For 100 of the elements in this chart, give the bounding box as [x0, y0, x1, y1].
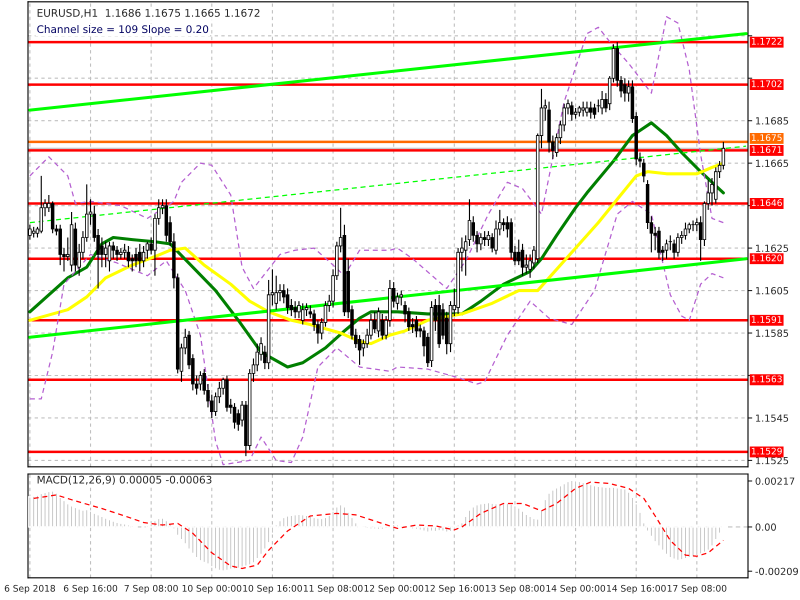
- bar: [81, 509, 85, 528]
- bar: [448, 526, 452, 532]
- y-tick-label: 1.1545: [756, 414, 788, 422]
- bar: [668, 526, 672, 558]
- ref-line-label: 1.1529: [752, 448, 782, 455]
- candlestick: [657, 226, 661, 260]
- bar: [600, 486, 604, 528]
- bar: [680, 526, 684, 560]
- x-tick-label: 11 Sep 08:00: [304, 584, 363, 594]
- bar: [198, 526, 202, 562]
- bar: [585, 482, 589, 528]
- bar: [327, 514, 332, 528]
- candlestick: [490, 232, 494, 253]
- bar: [342, 506, 346, 528]
- bar: [176, 526, 180, 536]
- bar: [111, 520, 116, 528]
- x-tick-label: 12 Sep 16:00: [425, 584, 484, 594]
- y-tick-label: 0.00217: [756, 477, 794, 485]
- x-tick-label: 10 Sep 00:00: [182, 584, 242, 594]
- candlestick: [578, 105, 582, 118]
- bar: [520, 510, 524, 528]
- bar: [615, 487, 620, 528]
- bar: [592, 484, 596, 528]
- candlestick: [40, 175, 44, 234]
- candlestick: [126, 245, 130, 268]
- bar: [252, 526, 256, 564]
- candlestick: [104, 241, 108, 268]
- ref-line-label: 1.1646: [752, 199, 782, 206]
- x-tick-label: 14 Sep 16:00: [607, 584, 666, 594]
- bar: [187, 526, 191, 550]
- bar: [418, 526, 422, 531]
- ref-line-label: 1.1702: [752, 80, 782, 88]
- bar: [623, 488, 627, 528]
- bar: [498, 503, 502, 528]
- ref-line-label: 1.1671: [752, 146, 782, 154]
- bar: [278, 520, 282, 528]
- bar: [221, 526, 225, 572]
- bar: [706, 526, 710, 551]
- bar: [70, 505, 74, 528]
- bar: [206, 526, 210, 565]
- bar: [225, 526, 229, 572]
- bar: [180, 526, 184, 540]
- bar: [490, 502, 494, 528]
- bar: [202, 526, 206, 564]
- x-tick-label: 7 Sep 08:00: [124, 584, 178, 594]
- bar: [92, 512, 96, 528]
- candlestick: [198, 370, 202, 391]
- bar: [369, 526, 373, 530]
- bar: [426, 526, 430, 533]
- bar: [218, 526, 222, 572]
- candlestick: [664, 239, 668, 260]
- bar: [657, 526, 661, 547]
- candlestick: [372, 311, 376, 334]
- candlestick: [684, 222, 688, 240]
- candlestick: [134, 248, 138, 268]
- x-tick-label: 17 Sep 08:00: [668, 584, 726, 594]
- y-tick-label: 0.00: [756, 523, 776, 531]
- bar: [66, 502, 70, 528]
- bar: [471, 506, 476, 528]
- bar: [664, 526, 668, 556]
- line-series: [29, 200, 724, 466]
- annotation: Channel size = 109 Slope = 0.20: [37, 25, 208, 36]
- bar: [96, 514, 100, 528]
- bar: [422, 526, 426, 532]
- ref-line-label: 1.1722: [752, 38, 782, 45]
- bar: [430, 526, 434, 532]
- y-tick-label: 1.1625: [756, 244, 788, 252]
- bar: [547, 492, 551, 528]
- candlestick: [676, 232, 680, 258]
- bar: [486, 502, 490, 528]
- candlestick: [100, 236, 104, 268]
- candlestick: [502, 218, 506, 232]
- candlestick: [581, 101, 585, 118]
- bar: [156, 518, 161, 528]
- candlestick: [588, 101, 592, 120]
- bar: [702, 526, 706, 554]
- bar: [710, 526, 714, 547]
- candlestick: [623, 78, 627, 102]
- bar: [380, 526, 384, 530]
- bar: [494, 502, 498, 528]
- bar: [232, 526, 236, 570]
- candlestick: [286, 288, 290, 314]
- ref-line-label: 1.1620: [752, 254, 782, 262]
- x-tick-label: 14 Sep 00:00: [546, 584, 606, 594]
- text: EURUSD,H1 1.1686 1.1675 1.1665 1.1672: [38, 8, 260, 18]
- bar: [441, 526, 445, 532]
- bar: [612, 486, 616, 528]
- candlestick: [232, 402, 236, 430]
- bar: [588, 484, 593, 528]
- bar: [228, 526, 233, 570]
- bar: [108, 518, 112, 528]
- bar: [684, 526, 688, 560]
- candlestick: [300, 302, 304, 326]
- y-tick-label: 1.1605: [756, 287, 788, 294]
- line-series: [29, 16, 724, 290]
- bar: [54, 492, 58, 528]
- bar: [62, 500, 66, 528]
- bar: [660, 526, 665, 551]
- candlestick: [293, 300, 297, 319]
- candlestick: [574, 107, 578, 120]
